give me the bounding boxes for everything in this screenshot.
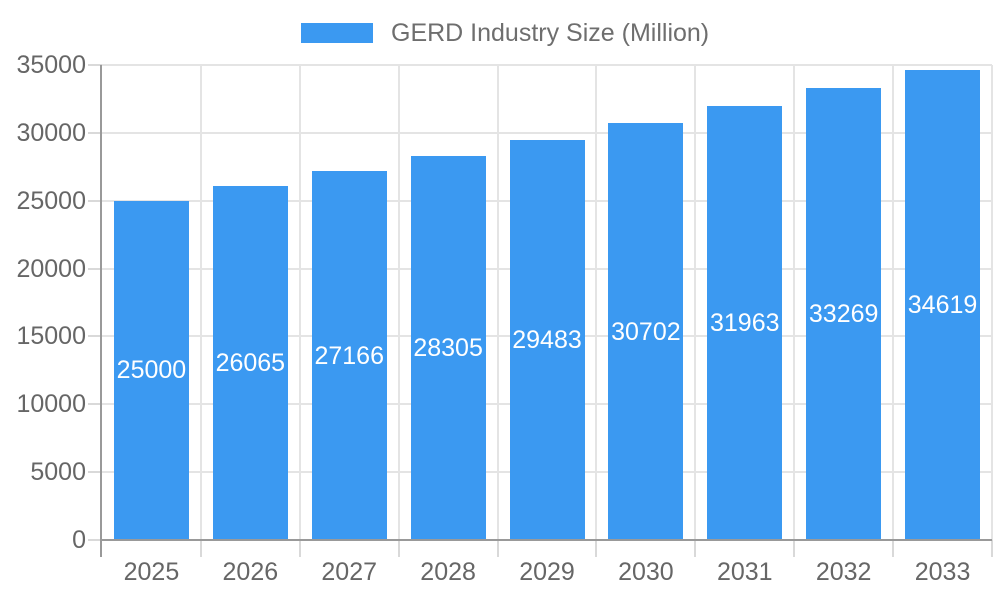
- x-axis-tick: [793, 540, 796, 557]
- y-axis-tick: [88, 267, 102, 270]
- x-axis-tick: [892, 540, 895, 557]
- gridline-vertical: [595, 65, 598, 540]
- legend: GERD Industry Size (Million): [301, 20, 709, 46]
- y-axis-tick: [88, 199, 102, 202]
- y-axis-tick: [88, 64, 102, 66]
- bar-value-label: 33269: [808, 300, 879, 329]
- y-axis-tick-label: 35000: [16, 51, 86, 79]
- y-axis-tick-label: 30000: [16, 118, 86, 147]
- bar-value-label: 25000: [116, 356, 187, 385]
- bar[interactable]: [707, 106, 783, 540]
- bar[interactable]: [311, 171, 387, 540]
- x-axis-tick-label: 2026: [222, 558, 279, 586]
- x-axis-tick: [595, 540, 598, 557]
- x-axis-tick: [199, 540, 202, 557]
- bar[interactable]: [608, 123, 684, 540]
- bar[interactable]: [410, 155, 486, 540]
- x-axis-tick-label: 2030: [618, 558, 674, 586]
- bar-value-label: 28305: [413, 333, 483, 362]
- x-axis-tick-label: 2031: [716, 558, 773, 586]
- x-axis-line: [100, 539, 992, 541]
- y-axis-tick: [88, 131, 102, 134]
- bar-value-label: 34619: [907, 291, 978, 320]
- gridline-horizontal: [102, 64, 992, 66]
- y-axis-tick-label: 0: [72, 526, 86, 554]
- gridline-vertical: [496, 65, 499, 540]
- x-axis-tick-label: 2029: [519, 558, 575, 586]
- x-axis-tick: [298, 540, 301, 557]
- y-axis-line: [100, 65, 102, 557]
- x-axis-tick-label: 2028: [420, 558, 476, 586]
- y-axis-tick-label: 15000: [16, 322, 86, 351]
- y-axis-tick-label: 25000: [16, 186, 86, 215]
- gridline-vertical: [199, 65, 202, 540]
- bar[interactable]: [113, 200, 189, 540]
- x-axis-tick-label: 2027: [321, 558, 378, 586]
- gridline-vertical: [793, 65, 796, 540]
- gridline-vertical: [397, 65, 400, 540]
- bar[interactable]: [905, 70, 981, 540]
- y-axis-tick: [88, 471, 102, 474]
- x-axis-tick: [694, 540, 697, 557]
- bar-value-label: 27166: [314, 341, 384, 370]
- y-axis-tick-label: 20000: [16, 254, 86, 283]
- bar[interactable]: [212, 186, 288, 540]
- legend-label: GERD Industry Size (Million): [391, 19, 710, 47]
- y-axis-tick-label: 5000: [30, 458, 86, 487]
- x-axis-tick: [496, 540, 499, 557]
- bar[interactable]: [509, 139, 585, 540]
- gridline-vertical: [991, 65, 993, 540]
- y-axis-tick: [88, 539, 102, 541]
- gridline-vertical: [892, 65, 895, 540]
- x-axis-tick: [991, 540, 993, 557]
- bar-value-label: 30702: [611, 317, 681, 346]
- bar-value-label: 26065: [215, 349, 286, 378]
- x-axis-tick-label: 2033: [914, 558, 971, 586]
- bar[interactable]: [806, 88, 882, 540]
- gridline-vertical: [298, 65, 301, 540]
- gridline-vertical: [694, 65, 697, 540]
- y-axis-tick: [88, 335, 102, 338]
- bar-value-label: 31963: [710, 309, 780, 338]
- y-axis-tick: [88, 403, 102, 406]
- legend-swatch: [301, 23, 373, 43]
- y-axis-tick-label: 10000: [16, 390, 86, 419]
- gridline-horizontal: [102, 131, 992, 134]
- x-axis-tick: [397, 540, 400, 557]
- x-axis-tick-label: 2025: [123, 558, 180, 586]
- x-axis-tick-label: 2032: [815, 558, 872, 586]
- bar-value-label: 29483: [512, 325, 582, 354]
